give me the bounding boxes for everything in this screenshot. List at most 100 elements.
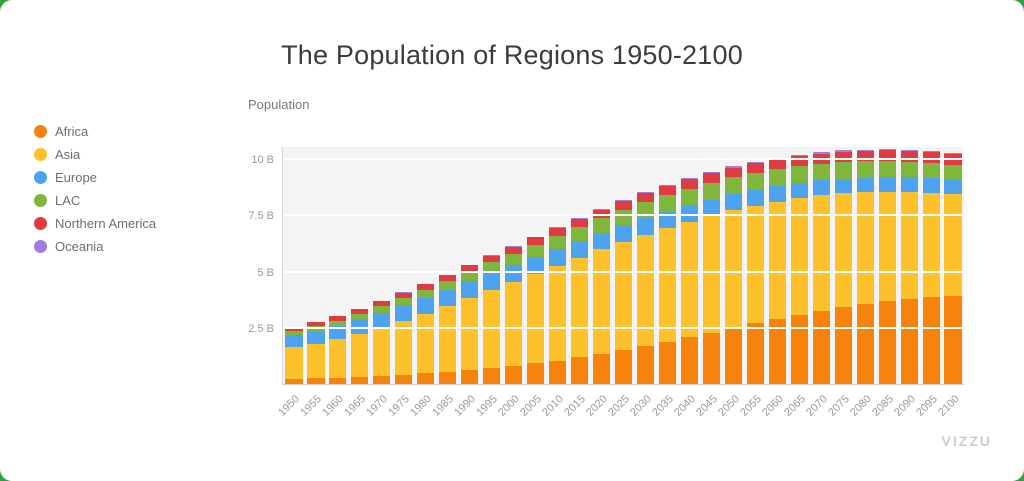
bar-segment-asia[interactable]	[527, 273, 545, 364]
bar-segment-asia[interactable]	[900, 191, 918, 299]
bar-segment-oceania[interactable]	[680, 178, 698, 180]
bar-segment-lac[interactable]	[461, 271, 479, 282]
bar-segment-northern-america[interactable]	[571, 219, 589, 228]
bar-segment-africa[interactable]	[724, 327, 742, 384]
bar-segment-asia[interactable]	[549, 265, 567, 361]
bar-segment-lac[interactable]	[944, 164, 962, 180]
bar-segment-northern-america[interactable]	[614, 201, 633, 210]
bar-segment-europe[interactable]	[329, 325, 347, 340]
legend-item-africa[interactable]: Africa	[34, 120, 214, 143]
bar-segment-northern-america[interactable]	[856, 151, 874, 162]
bar-segment-oceania[interactable]	[636, 192, 655, 194]
bar-segment-asia[interactable]	[483, 289, 501, 368]
bar-segment-northern-america[interactable]	[944, 154, 962, 165]
bar-segment-asia[interactable]	[680, 221, 698, 338]
stacked-bar-2015[interactable]	[571, 218, 589, 384]
stacked-bar-2000[interactable]	[505, 245, 523, 384]
bar-segment-northern-america[interactable]	[636, 193, 655, 203]
bar-segment-northern-america[interactable]	[483, 255, 501, 263]
bar-segment-europe[interactable]	[461, 281, 479, 298]
bar-segment-northern-america[interactable]	[505, 246, 523, 254]
bar-segment-lac[interactable]	[746, 172, 764, 190]
bar-segment-asia[interactable]	[702, 215, 720, 333]
stacked-bar-2085[interactable]	[878, 148, 896, 384]
bar-segment-africa[interactable]	[922, 296, 940, 384]
bar-segment-lac[interactable]	[658, 195, 677, 212]
bar-segment-africa[interactable]	[944, 295, 962, 384]
bar-segment-africa[interactable]	[483, 367, 501, 384]
bar-segment-africa[interactable]	[680, 337, 698, 384]
bar-segment-oceania[interactable]	[658, 185, 677, 187]
bar-segment-lac[interactable]	[680, 188, 698, 206]
bar-segment-europe[interactable]	[812, 180, 830, 196]
bar-segment-africa[interactable]	[636, 345, 655, 384]
bar-segment-oceania[interactable]	[834, 150, 852, 152]
stacked-bar-2065[interactable]	[790, 154, 808, 384]
bar-segment-asia[interactable]	[922, 192, 940, 297]
bar-segment-lac[interactable]	[922, 162, 940, 179]
bar-segment-northern-america[interactable]	[395, 292, 413, 299]
bar-segment-europe[interactable]	[790, 182, 808, 199]
bar-segment-europe[interactable]	[285, 334, 303, 348]
bar-segment-europe[interactable]	[900, 177, 918, 192]
bar-segment-africa[interactable]	[702, 332, 720, 384]
bar-segment-africa[interactable]	[768, 318, 786, 384]
bar-segment-northern-america[interactable]	[351, 309, 369, 315]
bar-segment-oceania[interactable]	[614, 199, 633, 202]
bar-segment-oceania[interactable]	[900, 149, 918, 152]
bar-segment-northern-america[interactable]	[768, 159, 786, 169]
bar-segment-northern-america[interactable]	[812, 153, 830, 164]
bar-segment-lac[interactable]	[900, 161, 918, 178]
bar-segment-lac[interactable]	[878, 160, 896, 177]
bar-segment-europe[interactable]	[351, 319, 369, 335]
bar-segment-asia[interactable]	[790, 198, 808, 315]
bar-segment-lac[interactable]	[329, 320, 347, 326]
bar-segment-africa[interactable]	[812, 310, 830, 384]
bar-segment-asia[interactable]	[768, 201, 786, 319]
bar-segment-africa[interactable]	[614, 350, 633, 384]
bar-segment-asia[interactable]	[614, 241, 633, 351]
bar-segment-northern-america[interactable]	[790, 155, 808, 166]
bar-segment-africa[interactable]	[395, 374, 413, 384]
bar-segment-asia[interactable]	[878, 191, 896, 301]
bar-segment-africa[interactable]	[856, 303, 874, 384]
bar-segment-europe[interactable]	[373, 312, 391, 328]
bar-segment-africa[interactable]	[329, 377, 347, 384]
bar-segment-northern-america[interactable]	[834, 151, 852, 162]
bar-segment-northern-america[interactable]	[900, 151, 918, 162]
bar-segment-lac[interactable]	[702, 182, 720, 200]
bar-segment-northern-america[interactable]	[658, 186, 677, 196]
stacked-bar-1960[interactable]	[329, 315, 347, 384]
bar-segment-europe[interactable]	[417, 298, 435, 314]
bar-segment-africa[interactable]	[592, 353, 611, 384]
bar-segment-europe[interactable]	[505, 265, 523, 282]
bar-segment-africa[interactable]	[505, 365, 523, 384]
bar-segment-oceania[interactable]	[461, 264, 479, 266]
bar-segment-lac[interactable]	[812, 163, 830, 181]
bar-segment-africa[interactable]	[900, 298, 918, 384]
bar-segment-africa[interactable]	[373, 375, 391, 384]
bar-segment-africa[interactable]	[307, 378, 325, 384]
bar-segment-asia[interactable]	[834, 193, 852, 307]
bar-segment-europe[interactable]	[856, 177, 874, 193]
bar-segment-europe[interactable]	[483, 273, 501, 290]
bar-segment-asia[interactable]	[439, 306, 457, 372]
bar-segment-oceania[interactable]	[812, 152, 830, 154]
bar-segment-lac[interactable]	[483, 262, 501, 274]
bar-segment-oceania[interactable]	[571, 218, 589, 220]
bar-segment-asia[interactable]	[329, 339, 347, 378]
bar-segment-oceania[interactable]	[527, 236, 545, 238]
bar-segment-europe[interactable]	[724, 194, 742, 211]
stacked-bar-2050[interactable]	[724, 166, 742, 384]
legend-item-europe[interactable]: Europe	[34, 166, 214, 189]
bar-segment-europe[interactable]	[702, 199, 720, 216]
stacked-bar-2010[interactable]	[549, 227, 567, 384]
bar-segment-lac[interactable]	[351, 314, 369, 320]
bar-segment-lac[interactable]	[395, 298, 413, 306]
stacked-bar-1975[interactable]	[395, 292, 413, 384]
bar-segment-asia[interactable]	[592, 249, 611, 354]
bar-segment-oceania[interactable]	[922, 150, 940, 153]
bar-segment-africa[interactable]	[549, 360, 567, 384]
bar-segment-lac[interactable]	[790, 165, 808, 183]
bar-segment-europe[interactable]	[439, 290, 457, 307]
